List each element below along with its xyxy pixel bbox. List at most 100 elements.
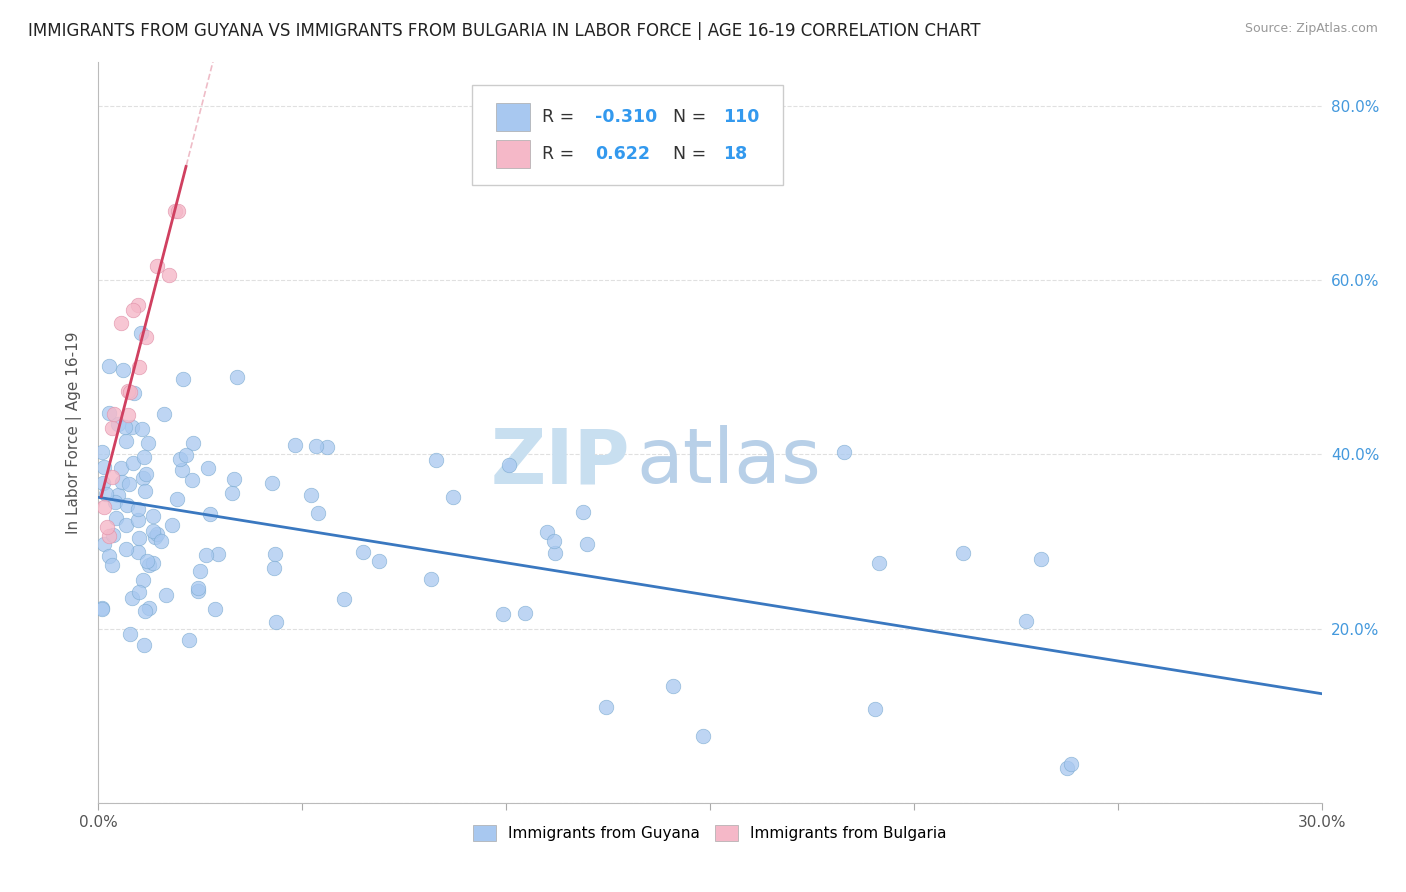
Point <box>93 459 115 474</box>
Point <box>149 534 172 549</box>
Point <box>129 326 152 340</box>
Point <box>197 461 219 475</box>
Point <box>96 520 118 534</box>
Point <box>832 445 855 459</box>
Y-axis label: In Labor Force | Age 16-19: In Labor Force | Age 16-19 <box>66 331 83 534</box>
Point <box>121 420 143 434</box>
Point <box>91 602 114 616</box>
Point <box>111 475 134 489</box>
Point <box>198 508 221 522</box>
Text: ZIP: ZIP <box>491 425 630 500</box>
Point <box>498 458 520 472</box>
Point <box>367 554 389 568</box>
Point <box>142 524 165 538</box>
Point <box>131 422 153 436</box>
Point <box>1060 756 1083 771</box>
FancyBboxPatch shape <box>496 140 530 169</box>
Point <box>172 372 194 386</box>
Point <box>128 359 150 374</box>
Point <box>165 203 187 218</box>
Point <box>143 530 166 544</box>
Point <box>138 601 160 615</box>
Point <box>136 554 159 568</box>
Point <box>127 298 149 312</box>
Point <box>93 537 115 551</box>
Text: -0.310: -0.310 <box>595 108 657 127</box>
Point <box>181 436 204 450</box>
Point <box>136 436 159 450</box>
Point <box>419 572 441 586</box>
Point <box>93 500 115 514</box>
Point <box>661 679 683 693</box>
Point <box>117 384 139 399</box>
Text: 0.622: 0.622 <box>595 145 650 163</box>
Point <box>110 461 132 475</box>
Point <box>692 729 714 743</box>
Point <box>114 420 136 434</box>
Point <box>114 542 136 557</box>
FancyBboxPatch shape <box>471 85 783 185</box>
Point <box>492 607 515 621</box>
Point <box>146 259 169 273</box>
Point <box>97 406 120 420</box>
Point <box>132 638 155 652</box>
Point <box>117 409 139 423</box>
Point <box>146 527 169 541</box>
Point <box>174 448 197 462</box>
Point <box>1014 615 1036 629</box>
Point <box>180 473 202 487</box>
Point <box>142 509 165 524</box>
Point <box>101 420 124 434</box>
Point <box>162 517 184 532</box>
Point <box>576 537 599 551</box>
Legend: Immigrants from Guyana, Immigrants from Bulgaria: Immigrants from Guyana, Immigrants from … <box>467 819 953 847</box>
Point <box>513 606 536 620</box>
Point <box>543 534 565 549</box>
Point <box>121 456 143 470</box>
Point <box>221 485 243 500</box>
Text: atlas: atlas <box>637 425 821 500</box>
Point <box>308 506 330 520</box>
Point <box>352 545 374 559</box>
Point <box>134 483 156 498</box>
Point <box>155 588 177 602</box>
FancyBboxPatch shape <box>496 103 530 131</box>
Point <box>120 384 142 399</box>
Point <box>536 525 558 540</box>
Point <box>98 529 121 543</box>
Point <box>128 584 150 599</box>
Point <box>1031 552 1053 566</box>
Point <box>103 407 125 421</box>
Point <box>952 546 974 560</box>
Point <box>167 203 190 218</box>
Point <box>128 531 150 545</box>
Point <box>135 330 157 344</box>
Point <box>127 513 149 527</box>
Text: R =: R = <box>543 145 581 163</box>
Point <box>1056 761 1078 775</box>
Point <box>169 451 191 466</box>
Point <box>284 438 307 452</box>
Point <box>91 601 114 615</box>
Point <box>107 417 129 431</box>
Point <box>115 517 138 532</box>
Point <box>131 471 153 485</box>
Point <box>110 316 132 330</box>
Point <box>98 549 121 563</box>
Text: 18: 18 <box>724 145 748 163</box>
Point <box>188 565 211 579</box>
Point <box>105 510 128 524</box>
Point <box>93 475 115 490</box>
Point <box>104 494 127 508</box>
Point <box>595 699 617 714</box>
Point <box>187 581 209 595</box>
Point <box>94 486 117 500</box>
Point <box>194 549 217 563</box>
Point <box>122 386 145 401</box>
Point <box>441 491 464 505</box>
Point <box>266 615 288 629</box>
Point <box>142 556 165 570</box>
Point <box>572 505 595 519</box>
Point <box>100 558 122 573</box>
Text: Source: ZipAtlas.com: Source: ZipAtlas.com <box>1244 22 1378 36</box>
